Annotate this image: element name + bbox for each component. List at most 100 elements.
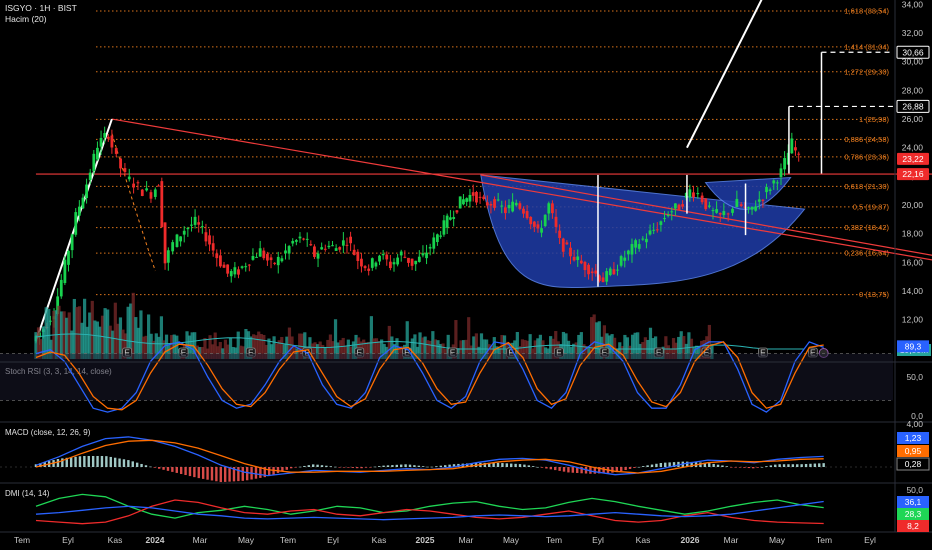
volume-bar bbox=[433, 339, 438, 359]
candle-body bbox=[779, 168, 783, 178]
volume-bar bbox=[42, 326, 46, 359]
macd-histogram-bar bbox=[364, 467, 368, 468]
stoch-value-tag bbox=[897, 340, 929, 353]
volume-bar bbox=[211, 344, 215, 359]
volume-bar bbox=[123, 333, 128, 359]
candle-body bbox=[478, 196, 482, 198]
macd-histogram-bar bbox=[127, 460, 130, 467]
trendline[interactable] bbox=[480, 174, 932, 264]
macd-histogram-bar bbox=[554, 467, 557, 471]
macd-histogram-bar bbox=[391, 465, 394, 467]
macd-histogram-bar bbox=[527, 465, 531, 467]
macd-histogram-bar bbox=[215, 467, 218, 482]
macd-histogram-bar bbox=[201, 467, 205, 479]
candle-body bbox=[532, 221, 536, 227]
macd-histogram-bar bbox=[171, 467, 174, 472]
candle-body bbox=[623, 257, 627, 261]
macd-histogram-bar bbox=[351, 467, 354, 468]
macd-histogram-bar bbox=[540, 467, 544, 468]
macd-histogram-bar bbox=[157, 467, 161, 469]
macd-histogram-bar bbox=[377, 466, 381, 467]
candle-body bbox=[612, 269, 616, 275]
candle-body bbox=[761, 199, 765, 201]
macd-histogram-bar bbox=[769, 465, 773, 467]
volume-bar bbox=[36, 327, 41, 359]
price-tick-label: 28,00 bbox=[902, 85, 924, 95]
volume-bar bbox=[226, 344, 230, 359]
candle-body bbox=[547, 203, 551, 214]
volume-bar bbox=[113, 302, 117, 359]
volume-bar bbox=[246, 331, 251, 359]
macd-histogram-bar bbox=[329, 466, 332, 467]
stoch-rsi-panel[interactable]: Stoch RSI (3, 3, 14, 14, close) bbox=[0, 341, 893, 413]
time-axis-label: Eyl bbox=[327, 535, 339, 545]
candle-body bbox=[468, 194, 472, 202]
macd-histogram-bar bbox=[78, 456, 82, 467]
macd-histogram-bar bbox=[536, 466, 539, 468]
volume-bar bbox=[336, 342, 340, 359]
candle-body bbox=[500, 205, 504, 207]
time-axis-label: Tem bbox=[546, 535, 562, 545]
candle-body bbox=[458, 196, 462, 209]
candle-body bbox=[754, 206, 758, 211]
volume-bar bbox=[679, 331, 683, 359]
handle-pattern-shape[interactable] bbox=[704, 176, 792, 210]
price-tick-label: 16,00 bbox=[902, 257, 924, 267]
macd-histogram-bar bbox=[355, 467, 359, 469]
candle-body bbox=[558, 230, 562, 238]
projection-line[interactable] bbox=[686, 0, 789, 149]
earnings-marker-label: E bbox=[248, 348, 254, 358]
volume-bar bbox=[636, 332, 640, 359]
macd-histogram-bar bbox=[162, 467, 165, 470]
trendline[interactable] bbox=[111, 118, 932, 268]
macd-histogram-bar bbox=[237, 467, 240, 482]
macd-histogram-bar bbox=[611, 467, 614, 473]
candle-body bbox=[414, 260, 418, 265]
macd-histogram-bar bbox=[206, 467, 209, 480]
volume-bar bbox=[144, 335, 148, 359]
volume-bar bbox=[579, 332, 583, 359]
candle-body bbox=[452, 217, 456, 219]
price-tick-label: 14,00 bbox=[902, 286, 924, 296]
projection-line[interactable] bbox=[35, 118, 113, 342]
macd-histogram-bar bbox=[267, 467, 271, 477]
volume-bar bbox=[666, 345, 671, 359]
macd-value-tag bbox=[896, 457, 930, 471]
candle-body bbox=[392, 262, 396, 265]
candle-body bbox=[157, 185, 160, 187]
macd-histogram-bar bbox=[501, 463, 504, 467]
volume-bar bbox=[625, 337, 630, 359]
volume-bar bbox=[83, 298, 87, 359]
candle-body bbox=[645, 238, 648, 243]
stoch-band bbox=[0, 353, 893, 401]
candle-body bbox=[140, 189, 144, 196]
price-tick-label: 30,00 bbox=[902, 57, 924, 67]
macd-panel[interactable]: MACD (close, 12, 26, 9) bbox=[0, 428, 893, 483]
volume-bar bbox=[313, 342, 317, 359]
volume-bar bbox=[564, 333, 568, 359]
macd-histogram-bar bbox=[122, 459, 126, 467]
volume-bar bbox=[436, 340, 440, 359]
candle-body bbox=[726, 213, 730, 215]
candle-body bbox=[182, 230, 186, 235]
volume-bar bbox=[415, 346, 420, 359]
dmi-value-label: 8,2 bbox=[907, 521, 919, 531]
candle-body bbox=[313, 246, 316, 257]
macd-histogram-bar bbox=[118, 458, 121, 467]
candle-body bbox=[149, 192, 153, 199]
volume-bar bbox=[344, 346, 348, 359]
macd-histogram-bar bbox=[241, 467, 244, 481]
volume-bar bbox=[70, 330, 74, 359]
candle-body bbox=[280, 258, 284, 262]
macd-histogram-bar bbox=[307, 465, 310, 467]
price-panel[interactable]: 0 (13,75) 0,236 (16,64) 0,382 (18,42) 0,5 (… bbox=[34, 0, 932, 345]
candle-body bbox=[226, 264, 230, 274]
macd-histogram-bar bbox=[360, 467, 363, 469]
volume-bar bbox=[159, 316, 164, 359]
macd-histogram-bar bbox=[721, 465, 724, 467]
dmi-panel[interactable]: DMI (14, 14) bbox=[5, 489, 824, 525]
volume-bar bbox=[377, 341, 381, 359]
volume-bar bbox=[354, 334, 358, 359]
